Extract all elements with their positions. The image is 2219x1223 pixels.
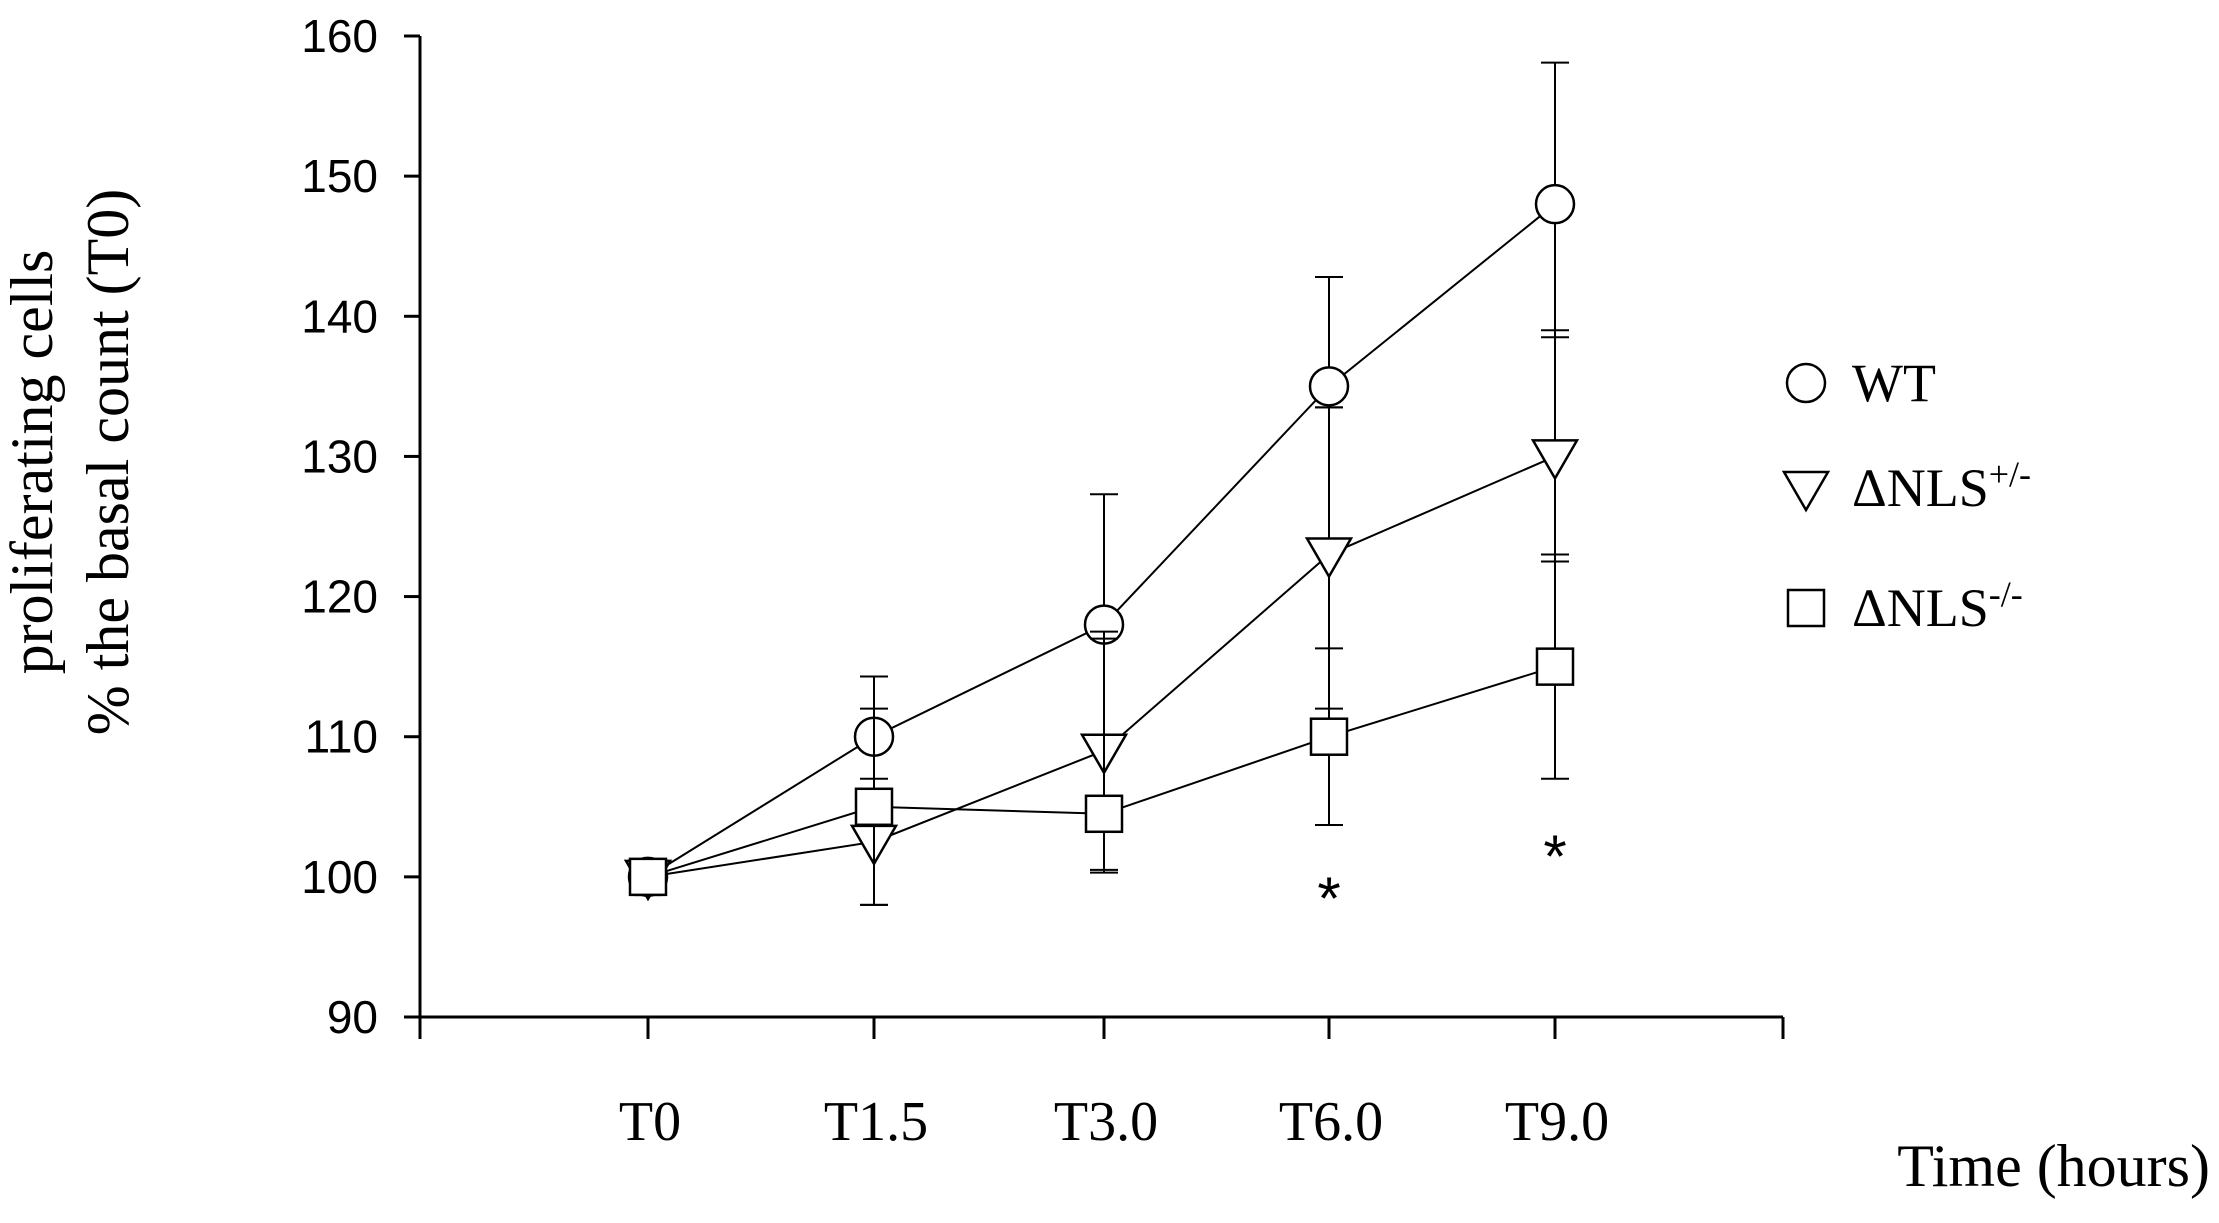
legend-label: WT	[1852, 353, 1936, 413]
legend-marker	[1781, 470, 1831, 513]
y-ticks: 90 100 110 120 130 140 150 160	[301, 10, 420, 1043]
legend-item: ΔNLS-/-	[1786, 574, 2023, 638]
legend-label: ΔNLS+/-	[1852, 454, 2031, 518]
y-tick-label: 90	[327, 991, 378, 1043]
data-point	[1535, 647, 1575, 686]
data-point	[1530, 439, 1580, 481]
legend: WT ΔNLS+/- ΔNLS-/-	[1781, 353, 2031, 638]
legend-item: ΔNLS+/-	[1781, 454, 2031, 518]
x-tick-label: T0	[619, 1091, 681, 1153]
data-point	[1308, 366, 1350, 407]
data-point	[628, 857, 668, 897]
legend-label-superscript: -/-	[1989, 574, 2023, 614]
data-point	[1309, 717, 1349, 756]
legend-label-superscript: +/-	[1989, 454, 2031, 494]
x-tick-label: T3.0	[1054, 1091, 1158, 1153]
x-tick-label: T1.5	[824, 1091, 928, 1153]
y-tick-label: 130	[301, 430, 378, 482]
x-ticks: T0 T1.5 T3.0 T6.0 T9.0	[418, 1017, 1785, 1153]
series-line	[647, 203, 1556, 878]
annotations: **	[1317, 823, 1566, 932]
y-axis-title-line1: proliferating cells	[0, 250, 65, 675]
legend-item: WT	[1785, 353, 1936, 413]
data-point	[1084, 794, 1124, 834]
y-tick-label: 100	[301, 851, 378, 903]
series-layer	[623, 61, 1580, 906]
legend-label: ΔNLS-/-	[1852, 574, 2023, 638]
series-line	[647, 665, 1556, 878]
x-tick-label: T6.0	[1279, 1091, 1383, 1153]
y-tick-label: 120	[301, 571, 378, 623]
data-point	[1534, 183, 1576, 225]
y-axis-title-line2: % the basal count (T0)	[75, 189, 141, 735]
y-tick-label: 140	[301, 290, 378, 342]
y-tick-label: 150	[301, 150, 378, 202]
x-axis-title: Time (hours)	[1897, 1133, 2210, 1199]
data-point	[1304, 537, 1354, 580]
data-point	[854, 787, 894, 827]
significance-marker: *	[1317, 865, 1340, 932]
y-tick-label: 110	[305, 711, 378, 763]
x-tick-label: T9.0	[1505, 1091, 1609, 1153]
legend-marker	[1786, 588, 1826, 628]
legend-marker	[1785, 362, 1827, 404]
series-3	[628, 553, 1575, 906]
y-tick-label: 160	[301, 10, 378, 62]
significance-marker: *	[1543, 823, 1566, 890]
